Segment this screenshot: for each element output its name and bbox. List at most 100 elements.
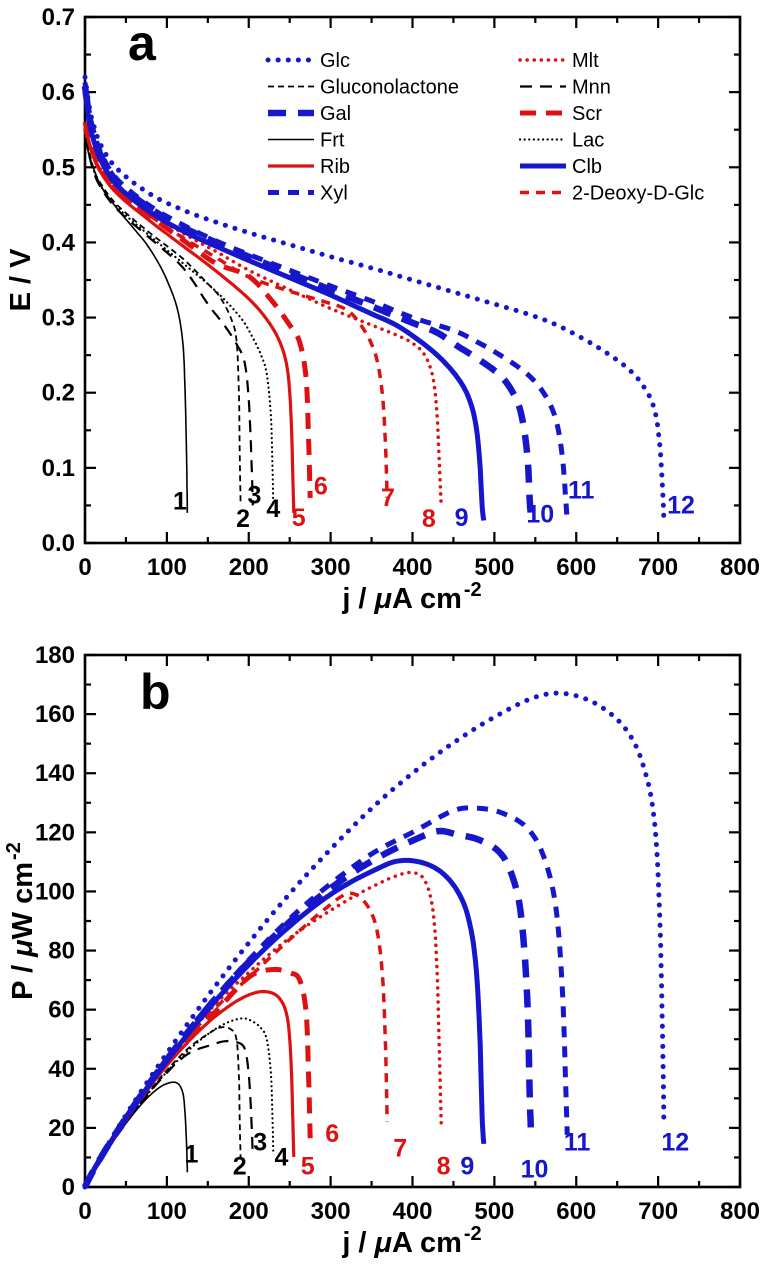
legend-label-Mnn: Mnn — [572, 77, 611, 99]
y-tick-label: 0.6 — [42, 79, 75, 106]
legend-item-Mlt: Mlt — [518, 50, 599, 72]
panel-letter: b — [140, 664, 171, 720]
y-tick-label: 0.7 — [42, 4, 75, 31]
y-axis-title: P / μW cm-2 — [3, 842, 39, 1000]
legend-label-Glc: Glc — [320, 50, 350, 72]
x-tick-label: 800 — [720, 554, 760, 581]
curve-number-label: 1 — [173, 488, 187, 516]
legend-item-Gluconolactone: Gluconolactone — [268, 77, 459, 99]
x-tick-label: 500 — [474, 1198, 514, 1225]
y-tick-label: 160 — [35, 701, 75, 728]
curve-number-label: 11 — [564, 1129, 591, 1157]
legend-item-Clb: Clb — [520, 156, 602, 178]
curve-number-label: 10 — [526, 500, 554, 528]
x-axis-title: j / μA cm -2 — [341, 579, 481, 615]
y-tick-label: 0.2 — [42, 380, 75, 407]
x-tick-label: 700 — [638, 554, 678, 581]
y-tick-label: 20 — [48, 1115, 75, 1142]
y-tick-label: 100 — [35, 878, 75, 905]
x-tick-label: 800 — [720, 1198, 760, 1225]
legend-label-Xyl: Xyl — [320, 183, 348, 205]
legend-item-Scr: Scr — [520, 103, 602, 125]
legend-label-Frt: Frt — [320, 130, 345, 152]
series-curve-Xyl — [82, 805, 570, 1189]
series-curve-Clb — [82, 91, 487, 522]
y-tick-label: 0 — [62, 1174, 75, 1201]
curve-number-label: 12 — [661, 1129, 689, 1157]
x-tick-label: 0 — [78, 1198, 91, 1225]
x-tick-label: 700 — [638, 1198, 678, 1225]
series-curve-Glc — [82, 74, 667, 523]
curve-number-label: 1 — [184, 1140, 198, 1168]
legend-item-Rib: Rib — [268, 156, 350, 178]
x-tick-label: 200 — [229, 554, 269, 581]
y-tick-label: 0.5 — [42, 154, 75, 181]
series-curve-Clb — [82, 857, 487, 1189]
legend-label-Lac: Lac — [572, 130, 604, 152]
series-curve-Gluconolactone — [84, 1026, 242, 1188]
y-axis-title: E / V — [5, 248, 37, 312]
legend-label-Gluconolactone: Gluconolactone — [320, 77, 459, 99]
legend-label-Gal: Gal — [320, 103, 351, 125]
y-tick-label: 140 — [35, 760, 75, 787]
legend-item-Gal: Gal — [268, 103, 351, 125]
series-curve-Mlt — [83, 127, 443, 508]
legend: Glc Gluconolactone Gal Frt Rib Xyl Mlt Mnn Scr La… — [265, 50, 704, 205]
y-tick-label: 0.3 — [42, 305, 75, 332]
curve-number-label: 5 — [301, 1152, 315, 1180]
legend-label-Rib: Rib — [320, 156, 350, 178]
x-tick-label: 600 — [556, 554, 596, 581]
curve-number-label: 3 — [253, 1129, 267, 1157]
curve-number-label: 7 — [393, 1135, 407, 1163]
series-curve-Frt — [84, 133, 189, 513]
series-curve-Mnn — [83, 136, 254, 506]
series-curve-Xyl — [82, 82, 570, 521]
x-tick-label: 400 — [392, 554, 432, 581]
y-tick-label: 0.4 — [42, 229, 76, 256]
curve-number-label: 6 — [314, 473, 328, 501]
legend-label-Mlt: Mlt — [572, 50, 599, 72]
curve-number-label: 2 — [233, 1152, 247, 1180]
legend-item-2-Deoxy-D-Glc: 2-Deoxy-D-Glc — [520, 183, 704, 205]
y-tick-label: 0.0 — [42, 530, 75, 557]
curve-number-label: 9 — [455, 504, 469, 532]
legend-item-Xyl: Xyl — [268, 183, 348, 205]
curve-number-label: 3 — [248, 482, 262, 510]
legend-label-Clb: Clb — [572, 156, 602, 178]
y-tick-label: 40 — [48, 1056, 75, 1083]
x-tick-label: 500 — [474, 554, 514, 581]
curve-number-label: 10 — [521, 1155, 549, 1183]
curve-number-label: 5 — [292, 504, 306, 532]
curve-number-label: 12 — [667, 491, 695, 519]
legend-label-2-Deoxy-D-Glc: 2-Deoxy-D-Glc — [572, 183, 704, 205]
curve-number-label: 8 — [437, 1152, 451, 1180]
x-axis-title: j / μA cm -2 — [341, 1223, 481, 1259]
x-tick-label: 200 — [229, 1198, 269, 1225]
panel-letter: a — [128, 15, 157, 71]
curve-number-label: 6 — [325, 1120, 339, 1148]
series-curve-Gal — [81, 85, 535, 522]
x-tick-label: 100 — [147, 554, 187, 581]
series-curve-Mnn — [84, 1039, 254, 1188]
curve-number-label: 9 — [460, 1152, 474, 1180]
x-tick-label: 0 — [78, 554, 91, 581]
curve-number-label: 7 — [381, 484, 395, 512]
x-tick-label: 600 — [556, 1198, 596, 1225]
series-curve-Glc — [82, 690, 667, 1190]
panel-a: 0 100 200 300 400 500 600 700 800 0.0 0.1 0.2 0.3 0.4… — [5, 4, 760, 615]
curve-number-label: 8 — [422, 505, 436, 533]
legend-label-Scr: Scr — [572, 103, 602, 125]
legend-item-Frt: Frt — [268, 130, 345, 152]
x-tick-label: 300 — [311, 1198, 351, 1225]
x-tick-label: 100 — [147, 1198, 187, 1225]
y-tick-label: 80 — [48, 938, 75, 965]
x-tick-label: 400 — [392, 1198, 432, 1225]
curve-number-label: 11 — [568, 476, 595, 504]
legend-item-Mnn: Mnn — [520, 77, 611, 99]
legend-item-Lac: Lac — [518, 130, 604, 152]
legend-item-Glc: Glc — [265, 50, 350, 72]
y-tick-label: 60 — [48, 997, 75, 1024]
y-tick-label: 120 — [35, 819, 75, 846]
